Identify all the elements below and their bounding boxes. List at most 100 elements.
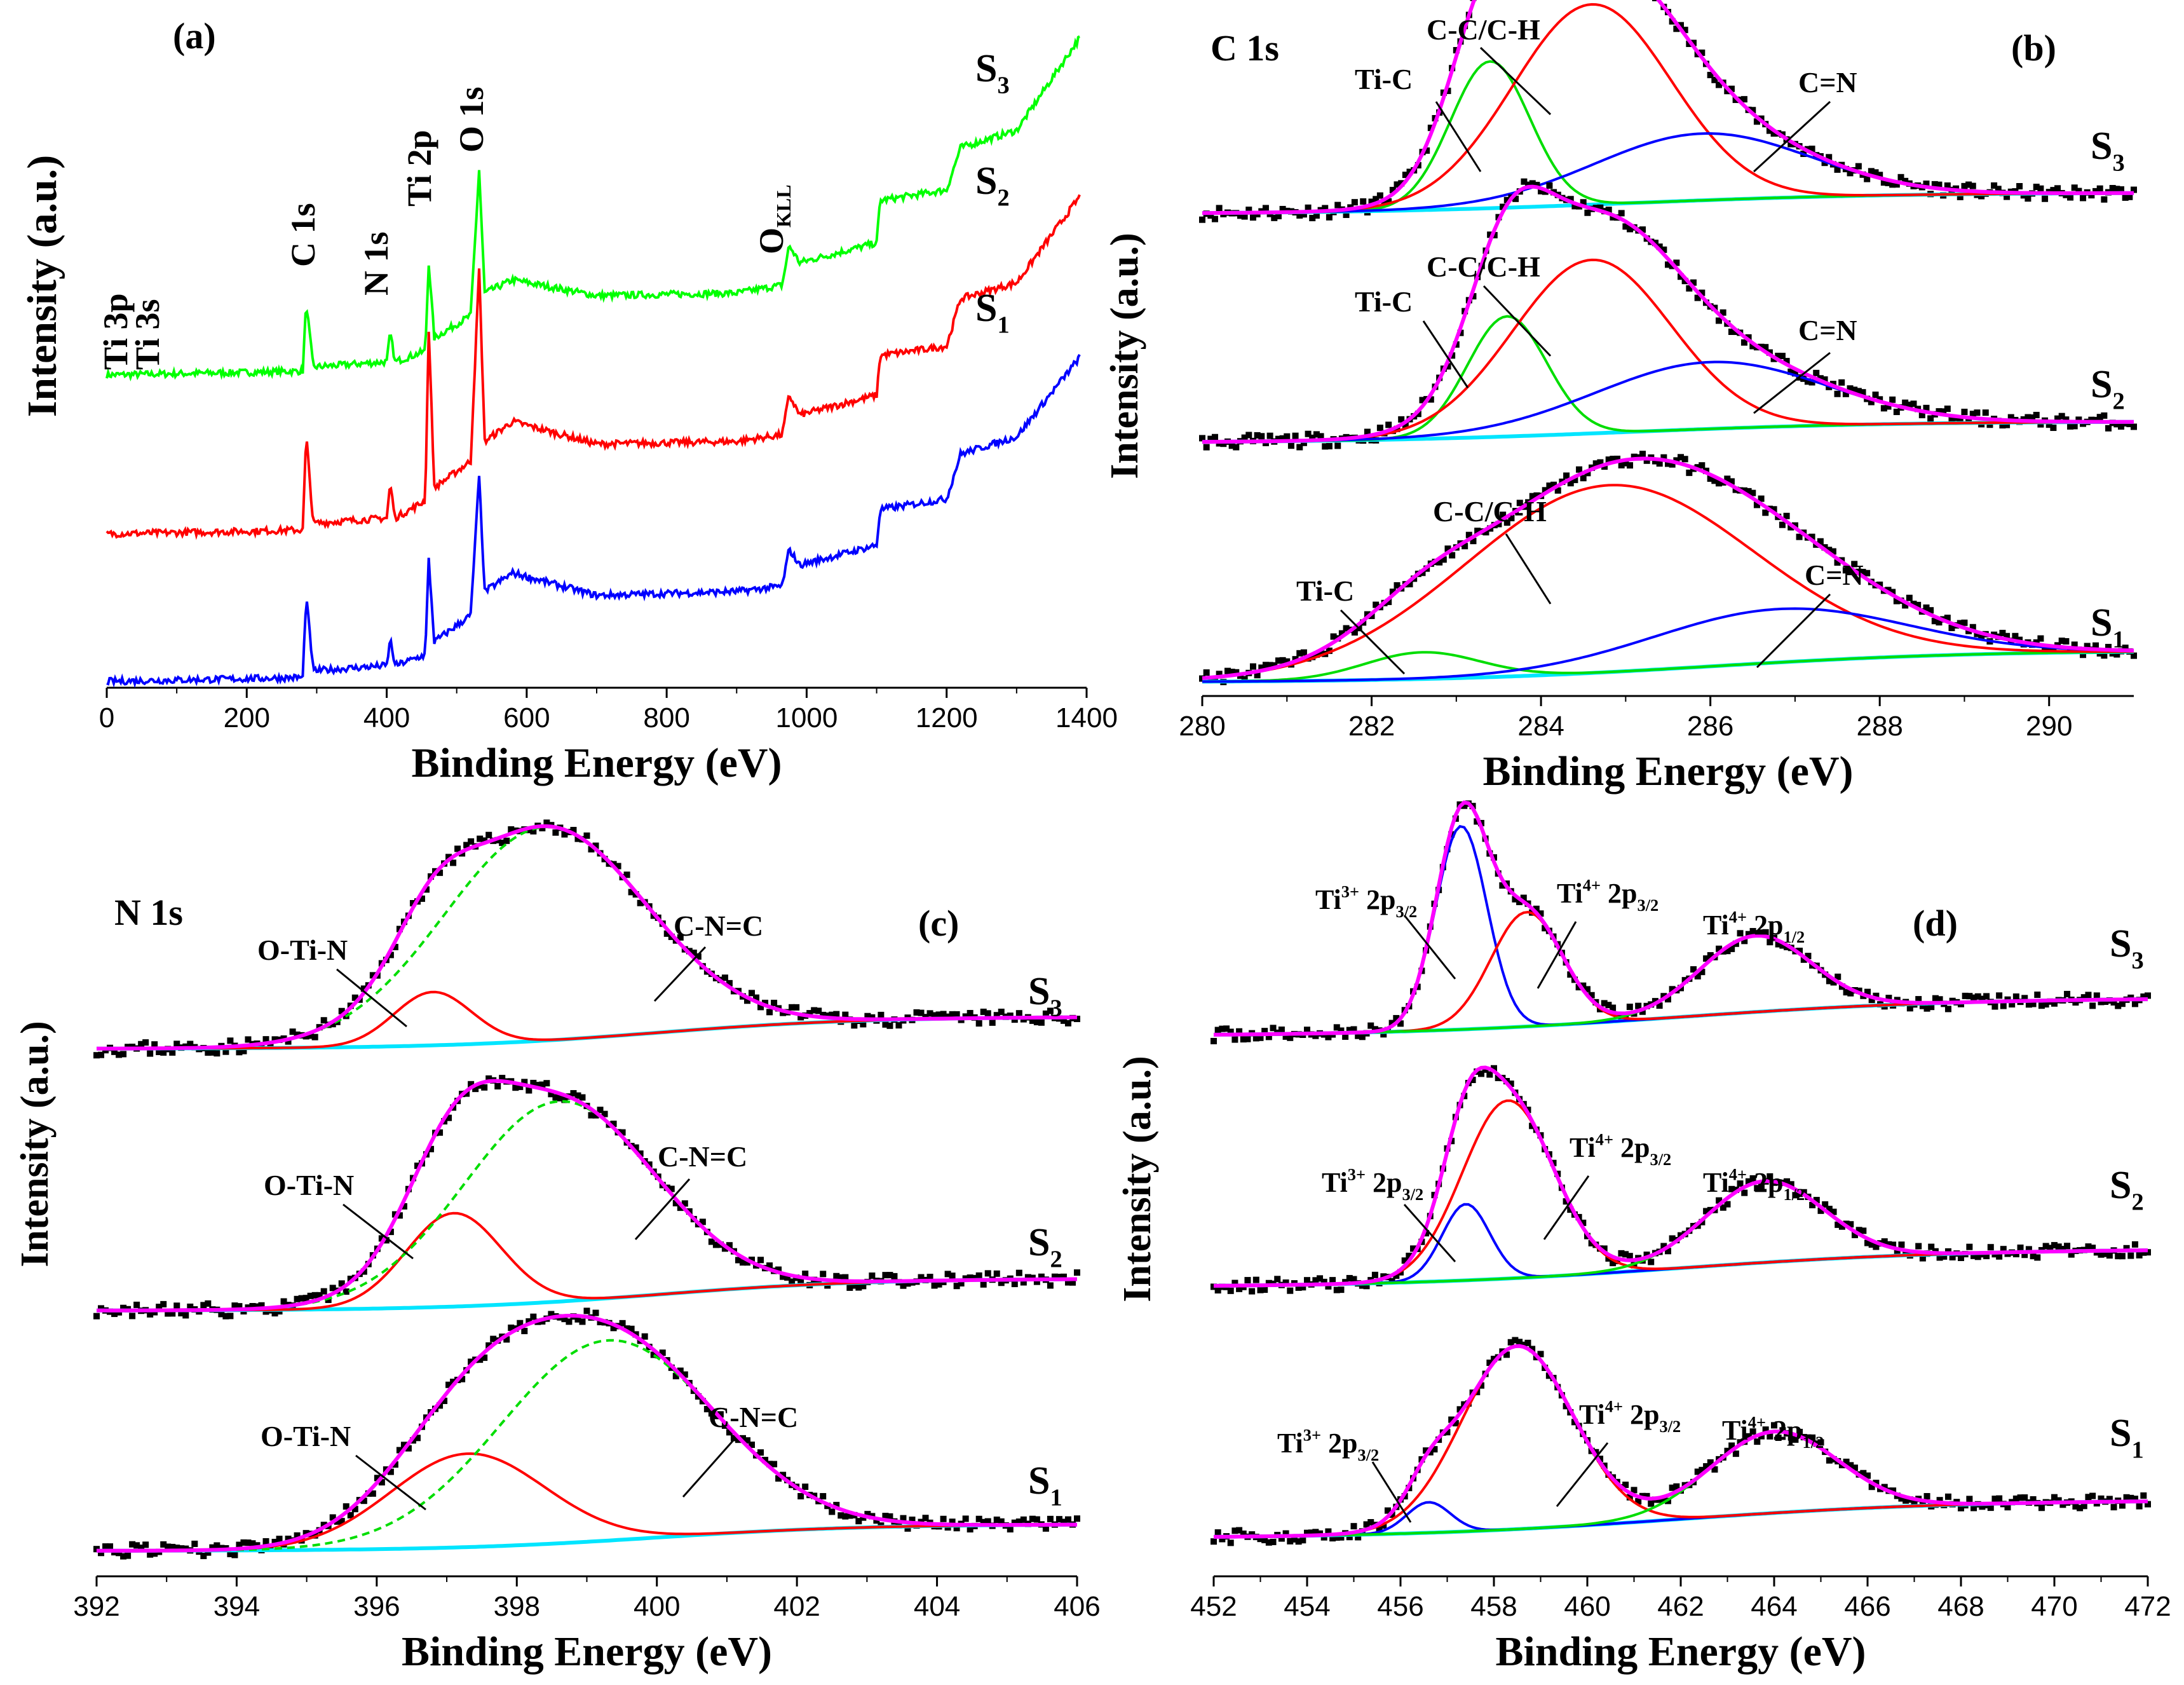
panel-d-leader — [1403, 915, 1456, 979]
panel-c-raw-point — [833, 1011, 840, 1018]
panel-a-peak-okll: OKLL — [752, 184, 795, 254]
panel-b-raw-point — [1470, 538, 1477, 545]
panel-c-raw-point — [347, 1511, 354, 1518]
panel-d-raw-point — [1894, 1247, 1901, 1254]
panel-b-raw-point — [1779, 353, 1786, 360]
panel-c-raw-point — [147, 1311, 154, 1318]
panel-d-raw-point — [1346, 1027, 1353, 1034]
panel-b-raw-point — [1525, 181, 1532, 188]
panel-d-raw-point — [2136, 1252, 2143, 1259]
panel-b-raw-point — [1334, 201, 1341, 208]
panel-d-peak-ti4b-S2: Ti4+ 2p1/2 — [1703, 1165, 1805, 1204]
panel-b-peak-tic-S3: Ti-C — [1355, 63, 1413, 95]
panel-d-raw-point — [1584, 986, 1591, 993]
panel-c: 392 394 396 398 400 402 404 406 Binding Energy (… — [13, 819, 1101, 1675]
panel-c-raw-point — [151, 1041, 158, 1048]
panel-a-peak-c1s: C 1s — [284, 203, 322, 267]
panel-d-raw-point — [1728, 945, 1735, 952]
panel-d-raw-point — [1970, 1504, 1977, 1511]
panel-b-raw-point — [1284, 658, 1291, 665]
panel-b-raw-point — [1965, 418, 1972, 425]
panel-b-raw-point — [1961, 182, 1968, 189]
panel-d-x-tick-label: 466 — [1844, 1591, 1890, 1622]
panel-d-raw-point — [2021, 1252, 2028, 1259]
panel-b-envelope-S3 — [1202, 0, 2134, 215]
panel-c-raw-point — [1015, 1269, 1022, 1276]
panel-b-raw-point — [2105, 425, 2112, 432]
panel-b-raw-point — [1770, 506, 1777, 513]
panel-c-raw-point — [548, 1091, 555, 1098]
panel-c-raw-point — [178, 1545, 185, 1552]
panel-d-raw-point — [1486, 1071, 1493, 1078]
panel-d-raw-point — [2064, 1243, 2071, 1250]
panel-d-raw-point — [1388, 1020, 1395, 1027]
panel-b-raw-point — [1948, 415, 1955, 422]
panel-d-raw-point — [1261, 1028, 1268, 1035]
panel-c-raw-point — [918, 1274, 925, 1281]
panel-d-raw-point — [1503, 1351, 1510, 1358]
panel-d-raw-point — [1707, 952, 1714, 958]
panel-c-raw-point — [302, 1033, 309, 1040]
panel-c-raw-point — [343, 1288, 349, 1295]
panel-d-raw-point — [1656, 1002, 1663, 1009]
panel-d-raw-point — [1703, 1463, 1710, 1470]
panel-c-raw-point — [481, 1354, 488, 1361]
panel-c-raw-point — [262, 1036, 269, 1043]
panel-c-raw-point — [833, 1501, 840, 1508]
panel-c-raw-point — [681, 1200, 688, 1207]
panel-c-raw-point — [811, 1007, 818, 1014]
panel-d-raw-point — [1767, 1433, 1774, 1440]
panel-b-raw-point — [2118, 423, 2125, 430]
panel-c-raw-point — [900, 1515, 907, 1522]
panel-c-raw-point — [993, 1517, 1000, 1524]
panel-b-raw-point — [1944, 182, 1951, 189]
panel-c-raw-point — [218, 1311, 225, 1318]
panel-d-raw-point — [1741, 938, 1748, 945]
panel-d-raw-point — [2017, 1494, 2024, 1501]
panel-c-raw-point — [749, 990, 756, 997]
panel-c-raw-point — [1060, 1273, 1067, 1280]
panel-d-raw-point — [1520, 1341, 1527, 1348]
panel-d-raw-point — [1724, 1447, 1731, 1454]
panel-a-x-tick-label: 600 — [503, 702, 550, 733]
panel-d-raw-point — [1308, 1529, 1315, 1536]
panel-c-raw-point — [405, 1445, 412, 1452]
panel-c-raw-point — [530, 1313, 537, 1320]
panel-c-raw-point — [205, 1049, 212, 1056]
panel-c-component-S1-0 — [97, 1452, 1077, 1552]
panel-b-raw-point — [1211, 215, 1218, 222]
panel-c-raw-point — [138, 1040, 145, 1047]
panel-d-raw-point — [2145, 1501, 2151, 1508]
panel-b-raw-point — [1838, 379, 1845, 386]
panel-d-raw-point — [1626, 1494, 1633, 1501]
panel-b-raw-point — [1889, 396, 1896, 403]
panel-b-raw-point — [1974, 631, 1981, 638]
panel-c-raw-point — [757, 1449, 764, 1456]
panel-d-raw-point — [1911, 1500, 1918, 1507]
panel-c-raw-point — [726, 1429, 733, 1436]
panel-b-raw-point — [1271, 214, 1278, 221]
panel-b-raw-point — [1817, 375, 1824, 382]
panel-c-raw-point — [209, 1049, 216, 1056]
panel-c-raw-point — [672, 1373, 679, 1380]
panel-c-raw-point — [133, 1542, 140, 1549]
panel-b-raw-point — [1906, 401, 1913, 408]
panel-b-x-axis-label: Binding Energy (eV) — [1482, 748, 1853, 795]
panel-b-raw-point — [1343, 625, 1350, 632]
panel-c-raw-point — [351, 1506, 358, 1513]
panel-d-raw-point — [2072, 999, 2079, 1006]
panel-c-raw-point — [592, 1112, 599, 1119]
panel-d-raw-point — [1996, 992, 2003, 999]
panel-c-raw-point — [374, 1475, 381, 1482]
panel-c-raw-point — [766, 1262, 773, 1269]
panel-d-raw-point — [1966, 1496, 1973, 1503]
panel-b-raw-point — [1758, 495, 1765, 502]
panel-d-raw-point — [2089, 1492, 2096, 1499]
panel-c-raw-point — [262, 1538, 269, 1545]
panel-c-raw-point — [749, 1257, 756, 1264]
panel-b-label-S1: S1 — [2091, 601, 2125, 653]
panel-b-raw-point — [1995, 186, 2002, 193]
panel-d-raw-point — [1762, 929, 1769, 936]
panel-b-raw-point — [2050, 187, 2057, 194]
panel-b-raw-point — [1991, 182, 1998, 189]
